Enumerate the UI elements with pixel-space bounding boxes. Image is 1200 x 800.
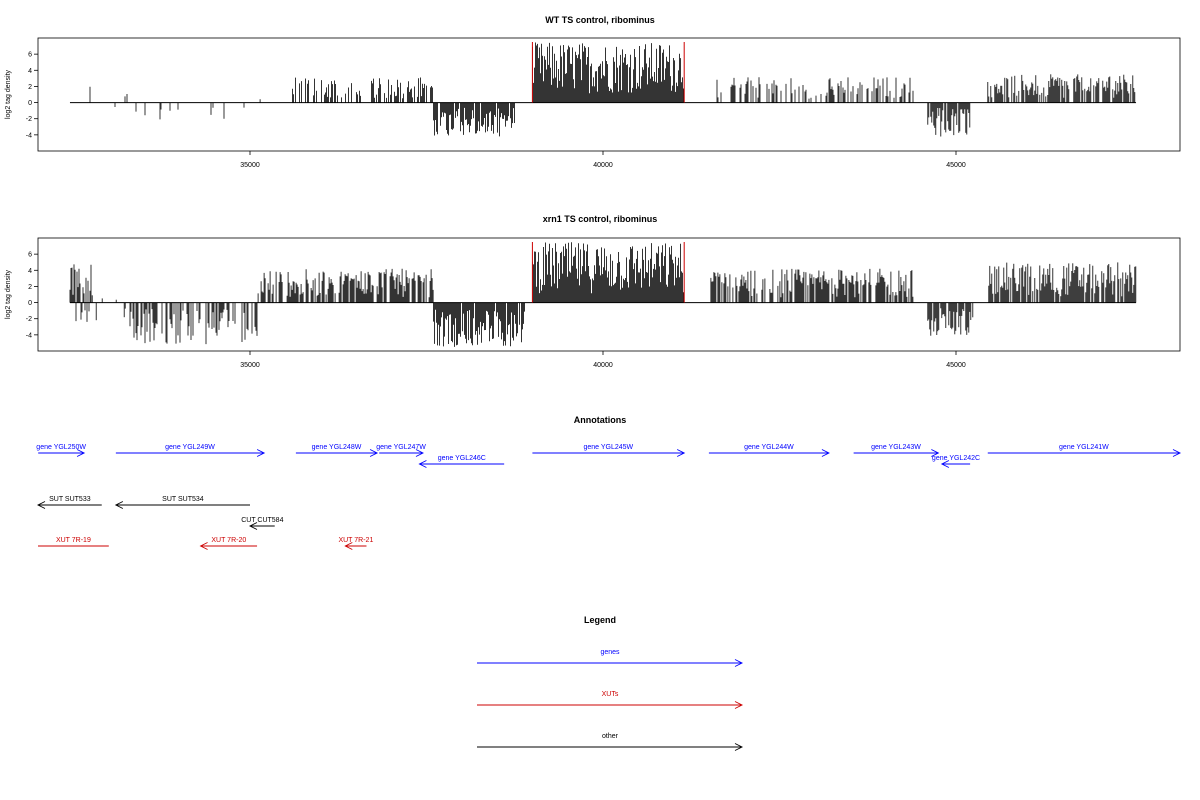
arrow-head-icon: [734, 743, 744, 751]
arrow-head-icon: [931, 449, 940, 457]
feature-label: XUT 7R-20: [211, 537, 246, 544]
arrow-head-icon: [199, 542, 208, 550]
feature-label: SUT SUT533: [49, 496, 91, 503]
arrow-head-icon: [734, 701, 744, 709]
arrow-head-icon: [734, 659, 744, 667]
y-tick-label: 2: [28, 284, 32, 291]
x-tick-label: 35000: [240, 162, 260, 169]
y-tick-label: -2: [26, 316, 32, 323]
y-tick-label: -2: [26, 116, 32, 123]
y-tick-label: 4: [28, 268, 32, 275]
y-tick-label: -4: [26, 332, 32, 339]
arrow-head-icon: [114, 501, 124, 509]
y-tick-label: 4: [28, 68, 32, 75]
y-tick-label: -4: [26, 132, 32, 139]
x-tick-label: 45000: [946, 362, 966, 369]
feature-label: gene YGL241W: [1059, 444, 1109, 451]
feature-label: gene YGL247W: [376, 444, 426, 451]
arrow-head-icon: [36, 501, 46, 509]
x-tick-label: 40000: [593, 362, 613, 369]
arrow-head-icon: [256, 449, 266, 457]
feature-label: gene YGL249W: [165, 444, 215, 451]
density-bars: [69, 242, 1137, 347]
feature-label: gene YGL244W: [744, 444, 794, 451]
y-axis-label: log2 tag density: [5, 269, 12, 319]
arrow-head-icon: [344, 542, 353, 550]
feature-label: gene YGL248W: [312, 444, 362, 451]
y-tick-label: 6: [28, 252, 32, 259]
y-tick-label: 2: [28, 84, 32, 91]
arrow-head-icon: [76, 449, 86, 457]
feature-label: gene YGL245W: [583, 444, 633, 451]
feature-label: CUT CUT584: [241, 517, 283, 524]
legend-label: genes: [600, 649, 620, 656]
arrow-head-icon: [676, 449, 686, 457]
panel-title-wt: WT TS control, ribominus: [545, 15, 655, 25]
y-tick-label: 6: [28, 52, 32, 59]
y-tick-label: 0: [28, 100, 32, 107]
y-tick-label: 0: [28, 300, 32, 307]
y-axis-label: log2 tag density: [5, 69, 12, 119]
arrow-head-icon: [418, 460, 427, 468]
feature-label: SUT SUT534: [162, 496, 204, 503]
legend-label: other: [602, 733, 619, 740]
feature-label: gene YGL246C: [438, 455, 486, 462]
x-tick-label: 40000: [593, 162, 613, 169]
legend-title: Legend: [583, 615, 616, 625]
arrow-head-icon: [821, 449, 830, 457]
arrow-head-icon: [369, 449, 379, 457]
arrow-head-icon: [415, 449, 424, 457]
feature-label: XUT 7R-19: [56, 537, 91, 544]
plot-frame: [37, 37, 1181, 152]
legend-label: XUTs: [602, 691, 619, 698]
arrow-head-icon: [940, 460, 950, 468]
arrow-head-icon: [248, 522, 258, 530]
feature-label: XUT 7R-21: [338, 537, 373, 544]
density-bars: [89, 42, 1136, 137]
panel-title-xrn1: xrn1 TS control, ribominus: [542, 214, 658, 224]
feature-label: gene YGL243W: [871, 444, 921, 451]
arrow-head-icon: [1172, 449, 1182, 457]
feature-label: gene YGL250W: [36, 444, 86, 451]
annotations-title: Annotations: [573, 415, 627, 425]
x-tick-label: 35000: [240, 362, 260, 369]
plot-frame: [37, 237, 1181, 352]
feature-label: gene YGL242C: [932, 455, 980, 462]
x-tick-label: 45000: [946, 162, 966, 169]
